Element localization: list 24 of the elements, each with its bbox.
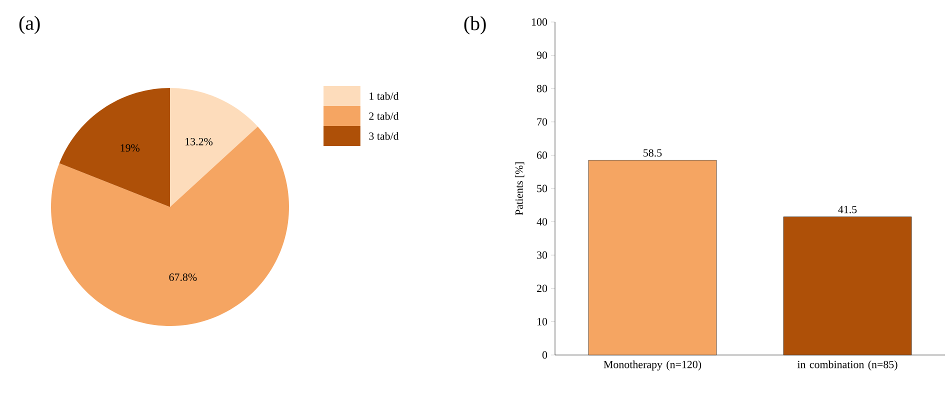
data-label: 58.5: [644, 149, 662, 157]
data-label: 41.5: [838, 206, 857, 214]
y-tick-label: 10: [537, 318, 548, 326]
y-axis-title: Patients [%]: [515, 162, 524, 216]
y-tick-label: 90: [536, 52, 548, 59]
legend-label: 1 tab/d: [370, 92, 399, 100]
y-tick-label: 20: [537, 284, 548, 292]
data-label: 13.2%: [186, 138, 213, 146]
y-tick-label: 40: [536, 218, 548, 226]
chart-title: (b): [464, 16, 486, 34]
y-tick-label: 50: [537, 184, 548, 192]
legend-label: 2 tab/d: [369, 112, 399, 120]
y-tick-label: 30: [537, 251, 548, 259]
y-tick-label: 70: [537, 118, 548, 126]
x-tick-label: Monotherapy (n=120): [604, 360, 702, 370]
y-tick-label: 60: [536, 152, 548, 159]
y-tick-label: 0: [542, 351, 548, 359]
y-tick-label: 80: [536, 84, 548, 92]
x-tick-label: in combination (n=85): [797, 360, 898, 370]
data-label: 67.8%: [169, 274, 197, 281]
chart-title: (a): [19, 16, 40, 34]
legend-label: 3 tab/d: [369, 132, 399, 140]
data-label: 19%: [120, 144, 140, 152]
y-tick-label: 100: [532, 18, 548, 26]
